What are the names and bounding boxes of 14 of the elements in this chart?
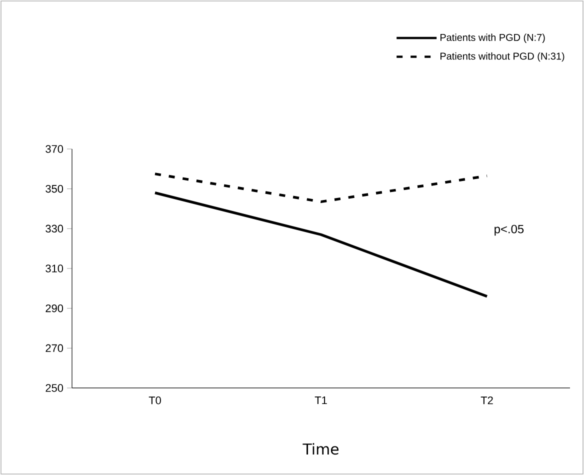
y-tick-label: 310	[46, 264, 64, 272]
legend-label: Patients without PGD (N:31)	[440, 52, 564, 62]
y-tick-label: 250	[46, 384, 64, 392]
x-axis-title: Time	[302, 443, 338, 455]
x-tick-label: T2	[480, 396, 493, 404]
legend-label: Patients with PGD (N:7)	[440, 34, 545, 43]
y-tick-label: 330	[46, 224, 64, 233]
x-tick-label: T0	[148, 396, 161, 404]
y-tick-label: 370	[46, 145, 64, 153]
annotation: p<.05	[494, 224, 524, 236]
x-tick-label: T1	[314, 396, 327, 404]
y-tick-label: 290	[46, 304, 64, 312]
y-tick-label: 350	[46, 184, 64, 193]
y-tick-label: 270	[46, 344, 64, 352]
